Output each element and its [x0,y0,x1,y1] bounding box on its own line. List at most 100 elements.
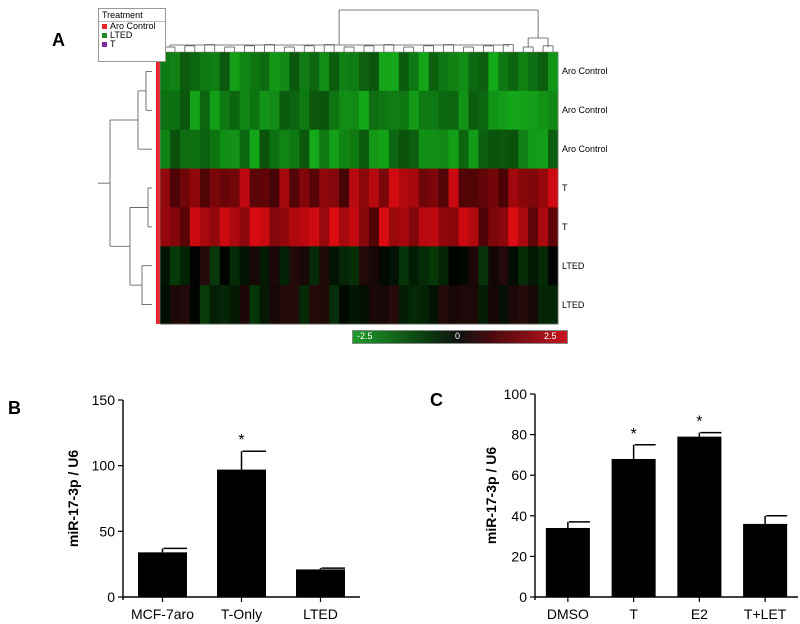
heatmap-cell [359,52,370,92]
treatment-legend: Treatment Aro Control LTED T [98,8,166,62]
heatmap-cell [368,168,380,208]
heatmap-cell [209,168,221,208]
heatmap-cell [349,285,360,325]
heatmap-cell [169,52,181,92]
heatmap-cell [538,246,549,286]
heatmap-border [159,51,559,325]
heatmap-cell [378,207,390,247]
y-tick-label: 0 [107,589,115,605]
heatmap-cell [359,246,370,286]
significance-marker: * [631,426,637,443]
heatmap-cell [339,207,350,247]
heatmap-cell [478,168,489,208]
heatmap-cell [309,207,320,247]
heatmap-cell [160,207,171,247]
heatmap-cell [199,90,211,131]
heatmap-cells [160,52,559,325]
row-label-t-2: T [562,222,568,232]
heatmap-cell [160,285,171,325]
row-label-aro-control-3: Aro Control [562,144,608,154]
heatmap-cell [378,129,390,169]
heatmap-cell [239,52,250,92]
heatmap-cell [488,207,499,247]
heatmap-cell [538,285,549,325]
significance-marker: * [696,414,702,431]
heatmap-cell [388,52,400,92]
heatmap-cell [209,90,221,131]
heatmap-cell [368,207,380,247]
heatmap-cell [428,90,439,131]
heatmap-cell [249,129,260,169]
heatmap-cell [289,246,300,286]
heatmap-cell [388,285,400,325]
heatmap-cell [309,90,320,131]
heatmap-cell [508,129,519,169]
heatmap-cell [219,246,231,286]
heatmap-cell [378,90,390,131]
legend-title: Treatment [99,9,165,22]
heatmap-cell [388,207,400,247]
heatmap-cell [249,207,260,247]
heatmap-cell [448,129,459,169]
heatmap-cell [548,285,559,325]
heatmap-cell [428,52,439,92]
heatmap-cell [548,90,559,131]
heatmap-cell [269,285,280,325]
heatmap-cell [259,90,270,131]
heatmap-cell [518,52,529,92]
heatmap-cell [169,90,181,131]
color-scale-bar [352,330,568,344]
heatmap-cell [329,246,340,286]
heatmap-cell [498,129,509,169]
heatmap-cell [448,285,459,325]
row-label-lted-1: LTED [562,261,585,271]
legend-swatch [102,33,107,38]
heatmap-cell [488,52,499,92]
row-label-t-1: T [562,183,568,193]
heatmap-cell [528,168,539,208]
x-tick-label: T [629,606,638,622]
heatmap-cell [289,168,300,208]
heatmap-cell [458,129,469,169]
heatmap-cell [189,207,201,247]
heatmap-cell [249,168,260,208]
heatmap-cell [239,168,250,208]
heatmap-cell [319,285,330,325]
heatmap-cell [418,90,430,131]
heatmap-cell [249,90,260,131]
heatmap-cell [378,52,390,92]
heatmap-cell [418,129,430,169]
treatment-color-strip [156,52,160,324]
heatmap-cell [219,168,231,208]
heatmap-cell [309,52,320,92]
heatmap-cell [329,285,340,325]
heatmap-cell [229,52,240,92]
heatmap-cell [239,246,250,286]
heatmap-cell [219,285,231,325]
heatmap-cell [398,207,410,247]
heatmap-cell [388,168,400,208]
heatmap-cell [160,90,171,131]
heatmap-cell [388,90,400,131]
y-tick-label: 0 [519,589,527,605]
heatmap-cell [199,246,211,286]
row-label-aro-control-1: Aro Control [562,66,608,76]
heatmap-cell [349,246,360,286]
heatmap-cell [448,246,459,286]
heatmap-cell [179,129,191,169]
heatmap-cell [468,207,479,247]
heatmap-cell [468,52,479,92]
heatmap-cell [189,52,201,92]
heatmap-cell [528,246,539,286]
y-tick-label: 60 [511,467,527,483]
heatmap-cell [528,207,539,247]
heatmap-cell [478,129,489,169]
y-tick-label: 100 [92,458,116,474]
heatmap-cell [229,246,240,286]
heatmap-cell [309,285,320,325]
heatmap-cell [548,52,559,92]
heatmap-cell [219,129,231,169]
heatmap-cell [498,52,509,92]
heatmap-cell [448,207,459,247]
heatmap-cell [189,90,201,131]
